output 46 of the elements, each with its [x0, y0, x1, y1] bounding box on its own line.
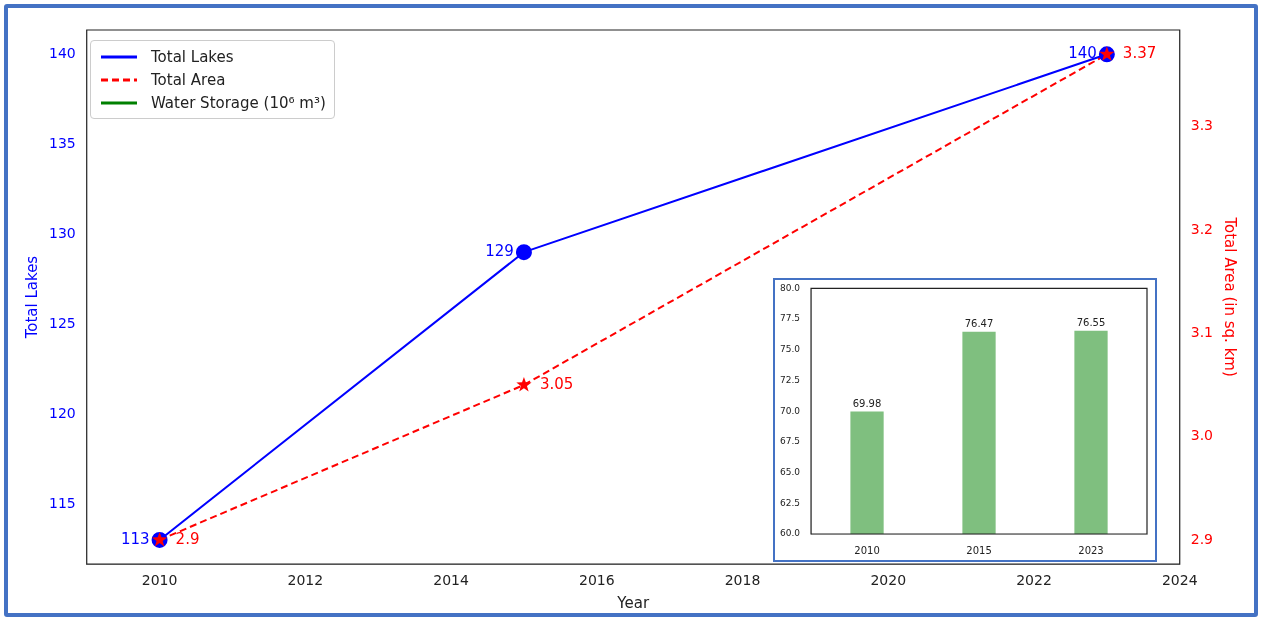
legend-label: Water Storage (10⁶ m³): [151, 93, 326, 112]
y-tick-label: 60.0: [779, 528, 801, 539]
data-label: 76.47: [964, 318, 994, 330]
y2-tick-label: 3.1: [1190, 323, 1213, 340]
x-tick-label: 2023: [1078, 544, 1104, 556]
data-label: 140: [1068, 44, 1097, 63]
data-label: 129: [485, 242, 514, 261]
y-tick-label: 70.0: [779, 405, 801, 416]
y2-axis-title: Total Area (in sq. km): [1221, 216, 1240, 377]
data-label: 113: [120, 529, 150, 548]
y-tick-label: 67.5: [779, 436, 801, 447]
y2-tick-label: 3.3: [1190, 117, 1213, 134]
y-tick-label: 120: [48, 404, 76, 421]
x-tick-label: 2010: [854, 544, 880, 556]
y-tick-label: 140: [48, 44, 76, 61]
x-tick-label: 2022: [1016, 572, 1052, 589]
y-tick-label: 75.0: [779, 344, 801, 355]
y-tick-label: 130: [48, 224, 76, 241]
y-tick-label: 72.5: [779, 374, 801, 385]
data-label: 3.37: [1122, 44, 1157, 63]
x-tick-label: 2015: [966, 544, 992, 556]
x-tick-label: 2018: [724, 572, 761, 589]
x-tick-label: 2014: [433, 572, 469, 589]
x-tick-label: 2020: [870, 572, 907, 589]
y-tick-label: 77.5: [779, 313, 801, 324]
y2-tick-label: 2.9: [1190, 530, 1213, 547]
y2-tick-label: 3.2: [1190, 220, 1213, 237]
y-tick-label: 80.0: [779, 282, 801, 293]
data-label: 69.98: [852, 398, 882, 410]
y-tick-label: 125: [48, 314, 76, 331]
y-axis-title: Total Lakes: [22, 255, 41, 340]
legend-label: Total Lakes: [151, 47, 234, 66]
y-tick-label: 65.0: [779, 466, 801, 477]
y-tick-label: 62.5: [779, 497, 801, 508]
y-tick-label: 115: [48, 494, 76, 511]
legend-label: Total Area: [151, 70, 226, 89]
data-label: 3.05: [539, 374, 574, 393]
data-label: 76.55: [1076, 317, 1106, 329]
x-tick-label: 2016: [578, 572, 615, 589]
x-tick-label: 2010: [141, 572, 178, 589]
data-label: 2.9: [175, 529, 200, 548]
x-tick-label: 2012: [287, 572, 324, 589]
x-axis-title: Year: [616, 593, 650, 612]
y2-tick-label: 3.0: [1190, 427, 1213, 444]
y-tick-label: 135: [48, 134, 76, 151]
x-tick-label: 2024: [1161, 572, 1198, 589]
